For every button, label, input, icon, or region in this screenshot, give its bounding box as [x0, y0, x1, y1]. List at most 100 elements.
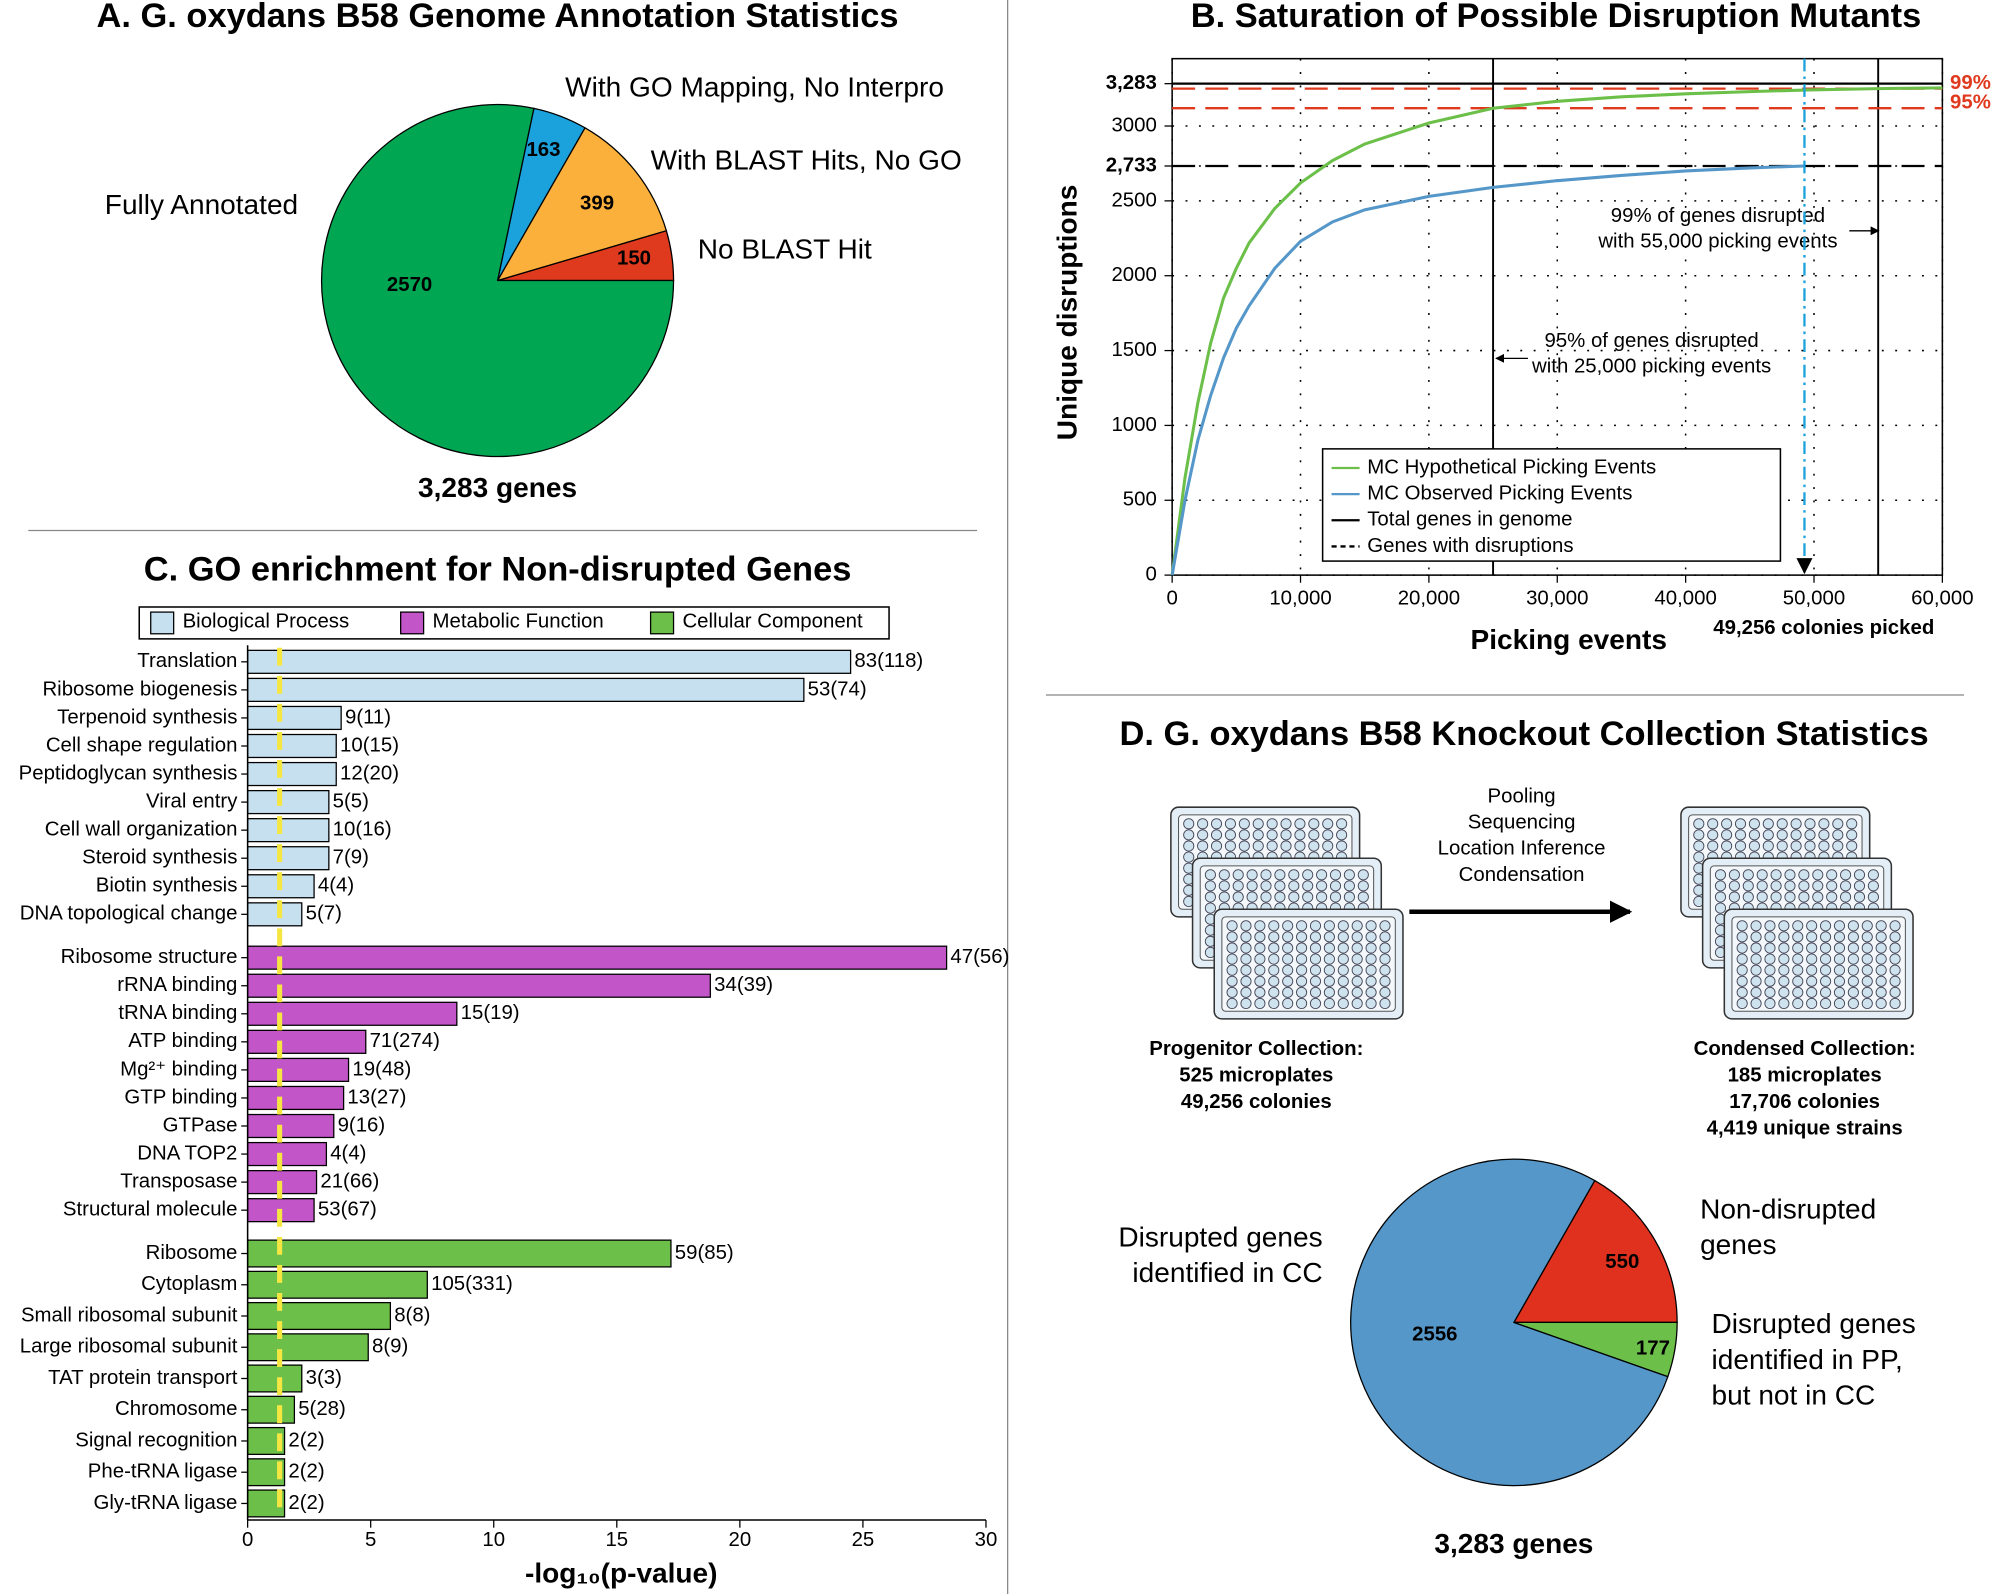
well	[1252, 840, 1264, 852]
well	[1254, 953, 1266, 965]
well	[1240, 975, 1252, 987]
well	[1322, 818, 1334, 830]
well	[1224, 818, 1236, 830]
bar-label: 13(27)	[347, 1086, 406, 1108]
category-label: DNA TOP2	[137, 1142, 237, 1164]
well	[1804, 829, 1816, 841]
well	[1721, 818, 1733, 830]
x-tick-label: 40,000	[1654, 588, 1716, 610]
category-label: GTP binding	[124, 1086, 237, 1108]
well	[1379, 953, 1391, 965]
well	[1693, 851, 1705, 863]
well	[1875, 942, 1887, 954]
well	[1778, 920, 1790, 932]
pie-slice	[1512, 1179, 1678, 1324]
category-label: Ribosome	[146, 1242, 238, 1264]
well	[1254, 964, 1266, 976]
value-label: 2570	[387, 274, 432, 296]
well	[1246, 880, 1258, 892]
well	[1268, 986, 1280, 998]
well	[1336, 818, 1348, 830]
well	[1232, 880, 1244, 892]
well	[1736, 986, 1748, 998]
well	[1252, 829, 1264, 841]
well	[1252, 818, 1264, 830]
category-label: rRNA binding	[117, 974, 237, 996]
well	[1226, 975, 1238, 987]
legend-box	[138, 606, 890, 640]
well	[1296, 964, 1308, 976]
legend-label: Biological Process	[183, 611, 350, 633]
x-tick-label: 30,000	[1526, 588, 1588, 610]
bar	[246, 1085, 345, 1111]
well	[1337, 931, 1349, 943]
well	[1357, 891, 1369, 903]
well	[1365, 964, 1377, 976]
bar	[246, 1333, 369, 1362]
well	[1770, 869, 1782, 881]
well	[1764, 942, 1776, 954]
x-tick-label: 30	[975, 1529, 998, 1551]
chart-title: A. G. oxydans B58 Genome Annotation Stat…	[97, 0, 899, 35]
well	[1812, 891, 1824, 903]
well	[1323, 931, 1335, 943]
well	[1812, 869, 1824, 881]
bar	[246, 1029, 367, 1054]
marker-label: 49,256 colonies picked	[1713, 617, 1934, 639]
well	[1240, 986, 1252, 998]
well	[1351, 942, 1363, 954]
well	[1818, 840, 1830, 852]
well	[1296, 997, 1308, 1010]
well	[1867, 880, 1879, 892]
well	[1351, 986, 1363, 998]
well	[1778, 997, 1790, 1010]
bar	[246, 1270, 428, 1299]
well	[1756, 869, 1768, 881]
well	[1736, 997, 1748, 1010]
well	[1826, 880, 1838, 892]
y-tick-label: 1500	[1111, 339, 1156, 361]
well	[1728, 891, 1740, 903]
well	[1254, 920, 1266, 932]
well	[1840, 880, 1852, 892]
well	[1820, 942, 1832, 954]
well	[1329, 880, 1342, 892]
well	[1750, 920, 1762, 932]
well	[1309, 953, 1322, 965]
bar-label: 10(16)	[333, 819, 392, 841]
legend-swatch	[649, 611, 675, 635]
well	[1847, 964, 1859, 976]
well	[1861, 953, 1873, 965]
pie-slice	[496, 126, 668, 282]
well	[1806, 986, 1818, 998]
well	[1308, 818, 1320, 830]
process-step: Location Inference	[1438, 838, 1606, 860]
well	[1875, 953, 1887, 965]
slice-label: Disrupted genes identified in PP, but not …	[1712, 1309, 1916, 1411]
well	[1337, 942, 1349, 954]
well	[1714, 880, 1727, 892]
well	[1365, 997, 1377, 1010]
well	[1323, 986, 1335, 998]
well	[1792, 931, 1804, 943]
well	[1260, 891, 1272, 903]
well	[1309, 997, 1322, 1010]
well	[1832, 818, 1844, 830]
well	[1260, 880, 1272, 892]
well	[1806, 931, 1818, 943]
category-label: Phe-tRNA ligase	[88, 1461, 238, 1483]
well	[1776, 829, 1788, 841]
pie-footer: 3,283 genes	[418, 472, 577, 503]
well	[1238, 829, 1250, 841]
chart-title: C. GO enrichment for Non-disrupted Genes	[144, 550, 852, 588]
well	[1254, 942, 1266, 954]
bar	[246, 733, 337, 759]
bar-label: 53(74)	[808, 678, 867, 700]
well	[1826, 869, 1838, 881]
bar-label: 7(9)	[333, 847, 369, 869]
well	[1204, 869, 1216, 881]
x-tick-label: 15	[605, 1529, 628, 1551]
well	[1867, 869, 1879, 881]
well	[1792, 975, 1804, 987]
